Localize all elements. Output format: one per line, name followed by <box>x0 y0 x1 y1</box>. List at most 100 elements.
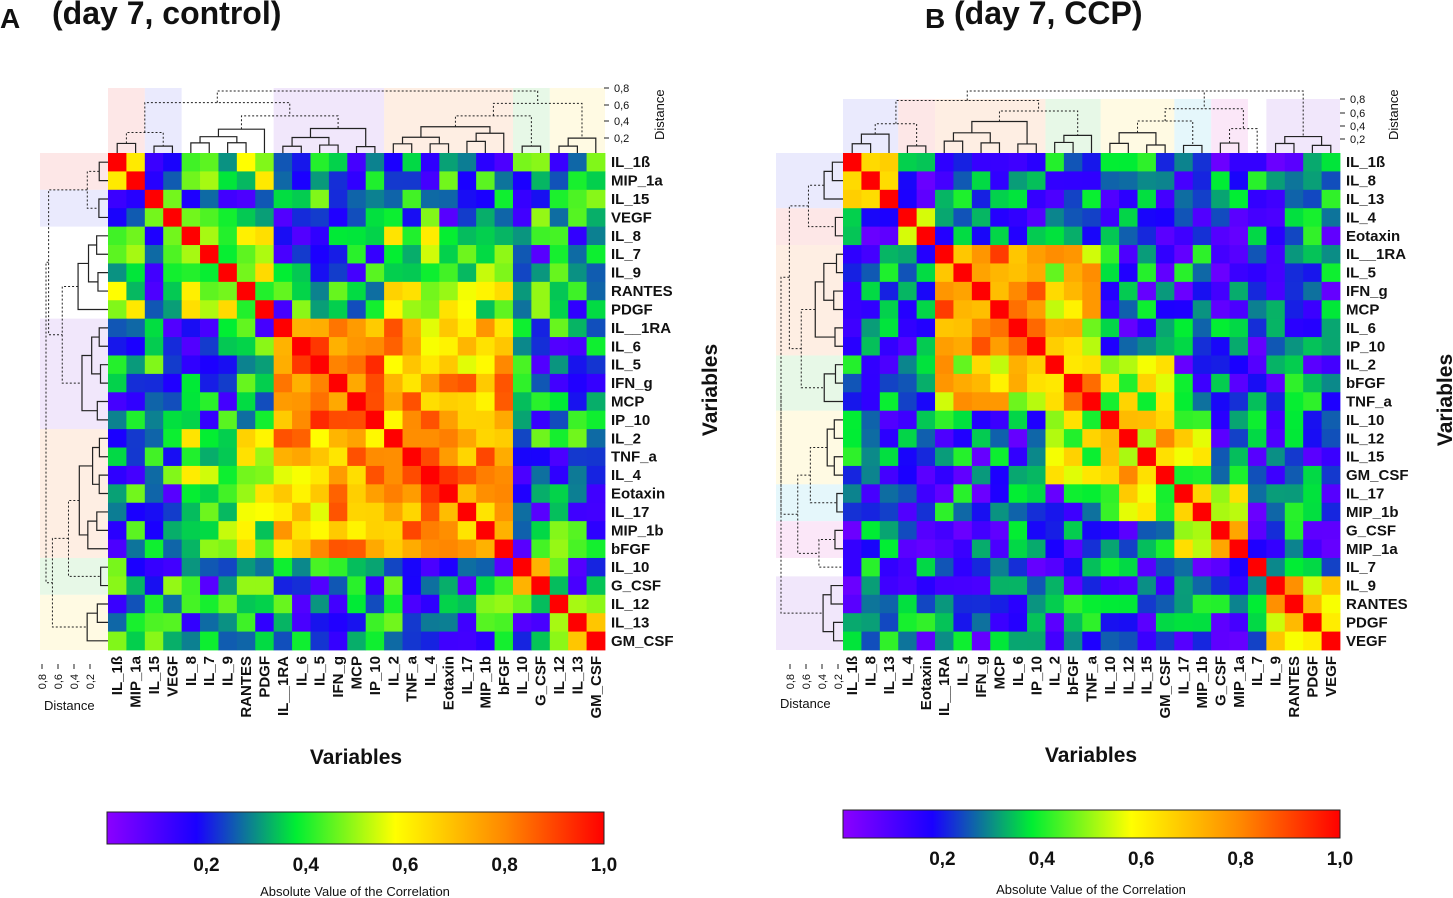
heatmap-cell <box>568 281 587 301</box>
column-label: IL_5 <box>955 656 972 686</box>
heatmap-cell <box>1303 300 1322 320</box>
heatmap-cell <box>898 631 918 651</box>
heatmap-cell <box>1100 189 1120 209</box>
heatmap-cell <box>1192 171 1212 191</box>
heatmap-cell <box>476 465 495 485</box>
heatmap-cell <box>494 208 514 228</box>
heatmap-cell <box>384 281 403 301</box>
panel-b-y-axis-title: Variables <box>1434 354 1453 446</box>
heatmap-cell <box>347 502 367 522</box>
heatmap-cell <box>1063 594 1083 614</box>
heatmap-cell <box>1155 263 1175 283</box>
heatmap-cell <box>1155 189 1175 209</box>
row-label: IL_17 <box>1346 486 1384 503</box>
heatmap-cell <box>531 410 551 430</box>
heatmap-cell <box>586 300 606 320</box>
heatmap-cell <box>512 318 532 338</box>
heatmap-cell <box>255 392 275 412</box>
heatmap-cell <box>971 502 991 522</box>
column-label: MCP <box>349 656 366 689</box>
heatmap-cell <box>181 429 201 448</box>
heatmap-cell <box>1155 410 1175 430</box>
distance-tick-label: 0,2 <box>1350 134 1365 146</box>
heatmap-cell <box>126 447 146 467</box>
heatmap-cell <box>1155 208 1175 228</box>
heatmap-cell <box>1284 281 1304 301</box>
heatmap-cell <box>439 576 459 596</box>
dendrogram-link <box>153 145 174 153</box>
heatmap-cell <box>273 226 293 246</box>
heatmap-cell <box>273 281 293 301</box>
panel-a-left-distance-label: Distance <box>44 698 95 713</box>
heatmap-cell <box>365 557 385 577</box>
heatmap-cell <box>1137 410 1157 430</box>
heatmap-cell <box>512 410 532 430</box>
heatmap-cell <box>898 465 918 485</box>
heatmap-cell <box>347 392 367 412</box>
row-label: IL_8 <box>1346 173 1376 190</box>
cluster-band-left <box>40 189 108 227</box>
heatmap-cell <box>1100 392 1120 412</box>
heatmap-cell <box>310 373 330 393</box>
heatmap-cell <box>144 337 164 356</box>
heatmap-cell <box>108 576 127 596</box>
column-label: IL_10 <box>514 656 531 694</box>
heatmap-cell <box>1321 373 1341 393</box>
heatmap-cell <box>549 557 569 577</box>
heatmap-cell <box>494 281 514 301</box>
heatmap-cell <box>971 465 991 485</box>
heatmap-cell <box>1027 465 1046 485</box>
heatmap-cell <box>879 373 899 393</box>
panel-b-left-distance-label: Distance <box>780 696 831 711</box>
heatmap-cell <box>1266 245 1286 264</box>
heatmap-cell <box>181 226 201 246</box>
heatmap-cell <box>953 521 973 540</box>
heatmap-cell <box>990 539 1010 559</box>
heatmap-cell <box>916 245 936 264</box>
heatmap-cell <box>384 337 403 356</box>
heatmap-cell <box>568 300 587 320</box>
heatmap-cell <box>420 355 440 375</box>
heatmap-cell <box>1008 410 1028 430</box>
heatmap-cell <box>861 557 881 577</box>
heatmap-cell <box>953 392 973 412</box>
heatmap-cell <box>200 631 219 651</box>
row-label: RANTES <box>1346 596 1408 613</box>
heatmap-cell <box>1045 594 1065 614</box>
heatmap-cell <box>402 263 422 283</box>
heatmap-cell <box>586 429 606 448</box>
heatmap-cell <box>971 245 991 264</box>
heatmap-cell <box>236 392 256 412</box>
heatmap-cell <box>549 410 569 430</box>
heatmap-cell <box>457 171 477 191</box>
heatmap-cell <box>328 429 348 448</box>
heatmap-cell <box>549 208 569 228</box>
heatmap-cell <box>898 557 918 577</box>
heatmap-cell <box>144 226 164 246</box>
heatmap-cell <box>568 171 587 191</box>
row-label: IL_7 <box>611 246 641 263</box>
heatmap-cell <box>953 318 973 338</box>
panel-b-top-distance-label: Distance <box>1386 89 1401 140</box>
heatmap-cell <box>1247 245 1267 264</box>
row-label: IL_4 <box>611 467 642 484</box>
row-label: IL_17 <box>611 504 649 521</box>
heatmap-cell <box>1063 337 1083 356</box>
heatmap-cell <box>163 171 183 191</box>
heatmap-cell <box>163 631 183 651</box>
heatmap-cell <box>1266 447 1286 467</box>
heatmap-cell <box>1321 631 1341 651</box>
dendrogram-link <box>1146 144 1166 153</box>
heatmap-cell <box>1247 281 1267 301</box>
heatmap-cell <box>935 502 954 522</box>
row-label: IL_12 <box>1346 430 1384 447</box>
heatmap-cell <box>218 447 238 467</box>
heatmap-cell <box>347 429 367 448</box>
heatmap-cell <box>310 465 330 485</box>
heatmap-cell <box>126 171 146 191</box>
heatmap-cell <box>1174 281 1194 301</box>
heatmap-cell <box>457 337 477 356</box>
row-label: VEGF <box>1346 633 1387 650</box>
heatmap-cell <box>1100 171 1120 191</box>
heatmap-cell <box>310 557 330 577</box>
